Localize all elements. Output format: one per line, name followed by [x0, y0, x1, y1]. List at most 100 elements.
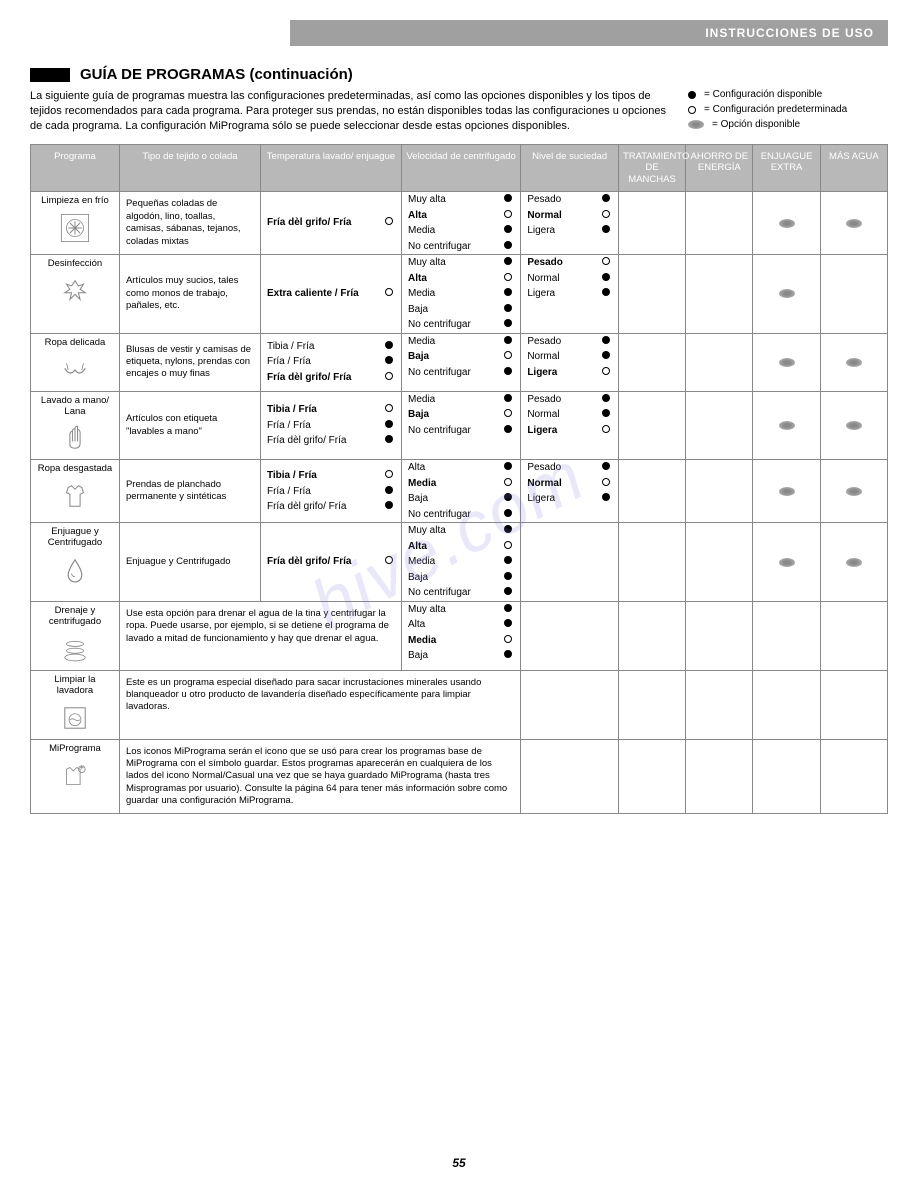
option-water-cell: [820, 739, 887, 814]
mark-open-icon: [383, 469, 395, 483]
option-rinse-cell: [753, 255, 820, 334]
table-row: Desinfección Artículos muy sucios, tales …: [31, 255, 888, 334]
temp-cell: Tibia / FríaFría / FríaFría dèl grifo/ F…: [260, 333, 401, 391]
table-row: Limpiar la lavadoraEste es un programa e…: [31, 670, 888, 739]
mark-open-icon: [502, 540, 514, 554]
option-available-icon: [846, 358, 862, 367]
option-label: Ligera: [527, 366, 600, 380]
option-available-icon: [846, 558, 862, 567]
mark-open-icon: [502, 477, 514, 491]
fabric-cell: Artículos muy sucios, tales como monos d…: [119, 255, 260, 334]
program-name: Ropa desgastada: [37, 464, 113, 475]
option-label: Tibia / Fría: [267, 403, 383, 417]
option-label: No centrifugar: [408, 424, 502, 438]
fabric-cell: Use esta opción para drenar el agua de l…: [119, 601, 401, 670]
option-label: Media: [408, 287, 502, 301]
mark-solid-icon: [600, 350, 612, 364]
bra-icon: [58, 353, 92, 387]
table-row: Lavado a mano/ LanaArtículos con etiquet…: [31, 391, 888, 460]
option-rinse-cell: [753, 333, 820, 391]
option-available-icon: [779, 358, 795, 367]
program-cell: Ropa delicada: [31, 333, 120, 391]
table-row: MiProgramaLos iconos MiPrograma serán el…: [31, 739, 888, 814]
option-rinse-cell: [753, 391, 820, 460]
fabric-cell: Blusas de vestir y camisas de etiqueta, …: [119, 333, 260, 391]
snowflake-icon: [58, 211, 92, 245]
option-water-cell: [820, 391, 887, 460]
option-water-cell: [820, 601, 887, 670]
option-available-icon: [846, 421, 862, 430]
legend: = Configuración disponible= Configuració…: [688, 89, 888, 134]
option-label: Baja: [408, 303, 502, 317]
option-label: Baja: [408, 649, 502, 663]
intro-text: La siguiente guía de programas muestra l…: [30, 89, 668, 134]
soil-cell: [521, 601, 619, 670]
mark-solid-icon: [600, 287, 612, 301]
temp-cell: Tibia / FríaFría / FríaFría dèl grifo/ F…: [260, 460, 401, 523]
option-label: Alta: [408, 272, 502, 286]
mark-open-icon: [383, 287, 395, 301]
mark-open-icon: [502, 209, 514, 223]
option-label: Ligera: [527, 287, 600, 301]
column-header: AHORRO DE ENERGÍA: [686, 145, 753, 192]
temp-cell: Fría dèl grifo/ Fría: [260, 523, 401, 602]
mark-solid-icon: [502, 618, 514, 632]
option-label: Pesado: [527, 193, 600, 207]
option-stain-cell: [618, 523, 685, 602]
mark-solid-icon: [600, 224, 612, 238]
option-stain-cell: [618, 670, 685, 739]
fabric-cell: Enjuague y Centrifugado: [119, 523, 260, 602]
fabric-description: Los iconos MiPrograma serán el icono que…: [126, 744, 514, 810]
option-label: Media: [408, 477, 502, 491]
option-stain-cell: [618, 739, 685, 814]
mark-solid-icon: [502, 287, 514, 301]
page-title: GUÍA DE PROGRAMAS (continuación): [80, 66, 353, 83]
page-number: 55: [0, 1156, 918, 1170]
option-label: Tibia / Fría: [267, 469, 383, 483]
program-cell: Ropa desgastada: [31, 460, 120, 523]
title-block-icon: [30, 68, 70, 82]
mark-open-icon: [600, 424, 612, 438]
option-label: Media: [408, 224, 502, 238]
option-water-cell: [820, 192, 887, 255]
fabric-description: Blusas de vestir y camisas de etiqueta, …: [126, 342, 254, 383]
option-label: Fría dèl grifo/ Fría: [267, 371, 383, 385]
table-body: Limpieza en frío Pequeñas coladas de algo…: [31, 192, 888, 814]
option-label: Pesado: [527, 461, 600, 475]
option-rinse-cell: [753, 739, 820, 814]
option-label: Pesado: [527, 335, 600, 349]
washer-icon: [58, 701, 92, 735]
mark-solid-icon: [383, 340, 395, 354]
option-water-cell: [820, 670, 887, 739]
soil-cell: PesadoNormalLigera: [521, 333, 619, 391]
program-cell: Limpieza en frío: [31, 192, 120, 255]
option-water-cell: [820, 333, 887, 391]
column-header: Velocidad de centrifugado: [401, 145, 520, 192]
option-label: Fría dèl grifo/ Fría: [267, 216, 383, 230]
option-water-cell: [820, 460, 887, 523]
mark-solid-icon: [502, 555, 514, 569]
option-label: Muy alta: [408, 524, 502, 538]
mark-solid-icon: [600, 335, 612, 349]
mark-open-icon: [502, 408, 514, 422]
option-stain-cell: [618, 333, 685, 391]
mark-solid-icon: [383, 355, 395, 369]
option-label: Alta: [408, 618, 502, 632]
mark-solid-icon: [502, 240, 514, 254]
fabric-cell: Artículos con etiqueta "lavables a mano": [119, 391, 260, 460]
mark-open-icon: [383, 216, 395, 230]
mark-solid-icon: [383, 500, 395, 514]
mark-open-icon: [600, 256, 612, 270]
fabric-cell: Pequeñas coladas de algodón, lino, toall…: [119, 192, 260, 255]
option-label: Normal: [527, 272, 600, 286]
title-row: GUÍA DE PROGRAMAS (continuación): [30, 66, 888, 83]
option-rinse-cell: [753, 192, 820, 255]
program-name: Desinfección: [37, 259, 113, 270]
mark-open-icon: [502, 272, 514, 286]
program-name: Limpieza en frío: [37, 196, 113, 207]
option-water-cell: [820, 255, 887, 334]
mark-solid-icon: [600, 272, 612, 286]
option-label: Alta: [408, 461, 502, 475]
column-header: Nivel de suciedad: [521, 145, 619, 192]
mark-solid-icon: [502, 318, 514, 332]
